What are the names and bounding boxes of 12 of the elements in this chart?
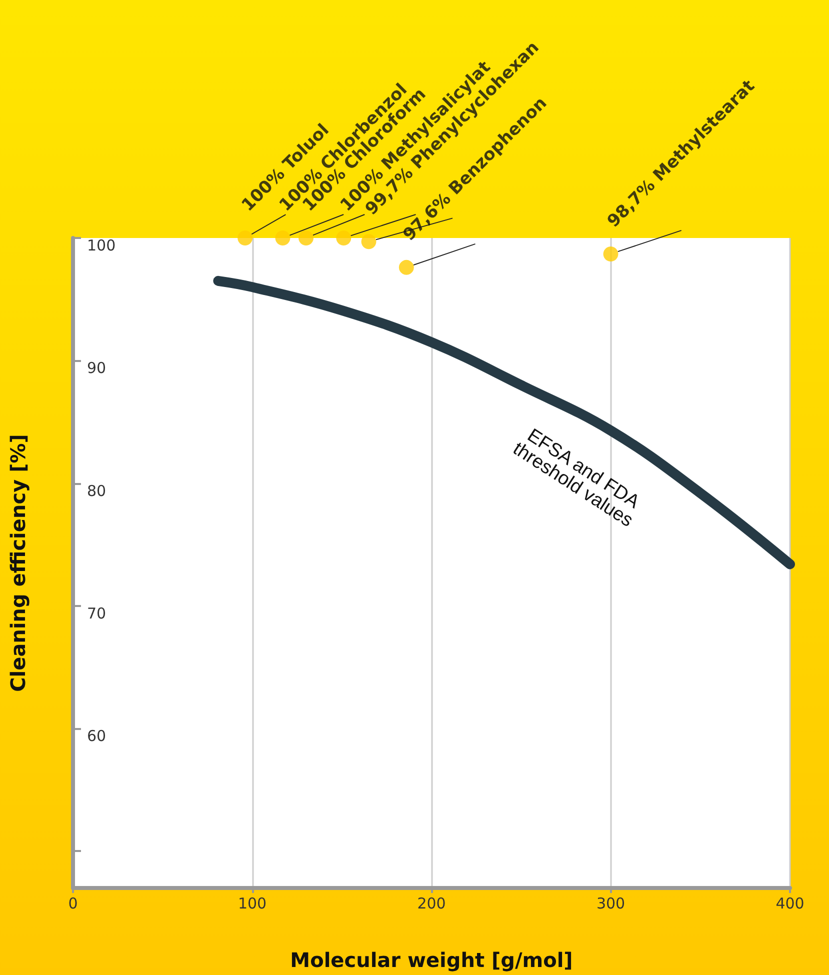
y-tick-label: 100: [87, 236, 116, 254]
y-tick-label: 90: [87, 359, 106, 378]
y-tick-label: 60: [87, 727, 106, 746]
y-axis-title: Cleaning efficiency [%]: [6, 434, 30, 692]
x-tick-label: 400: [776, 894, 804, 912]
x-axis-title: Molecular weight [g/mol]: [290, 948, 573, 972]
y-tick-label: 80: [87, 482, 106, 500]
y-tick-label: 70: [87, 604, 106, 622]
x-tick-label: 100: [238, 894, 267, 912]
x-tick-label: 300: [596, 894, 626, 912]
x-tick-label: 0: [68, 894, 78, 912]
x-tick-label: 200: [417, 894, 446, 912]
